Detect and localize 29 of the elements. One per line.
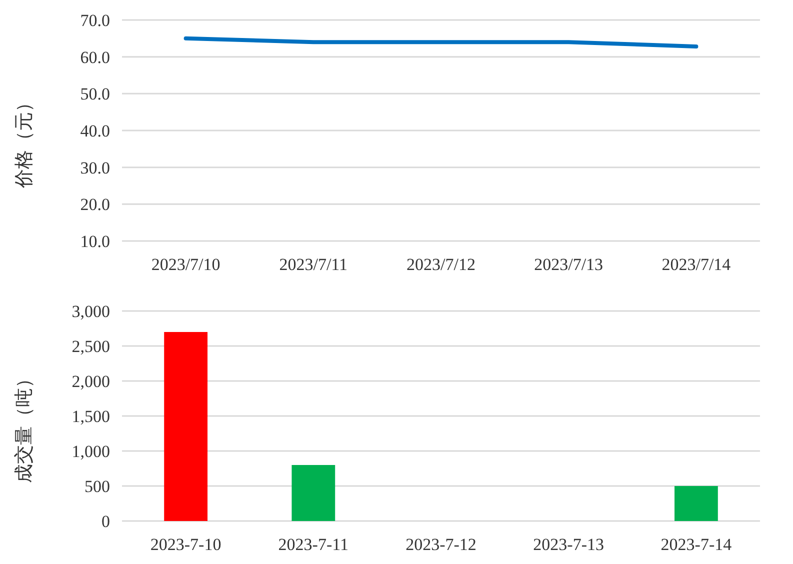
x-tick-label: 2023-7-11 (278, 535, 348, 554)
y-axis-title: 价格（元） (13, 93, 35, 189)
bar (164, 332, 208, 521)
x-tick-label: 2023-7-13 (533, 535, 604, 554)
y-tick-label: 3,000 (72, 302, 110, 321)
y-tick-label: 1,500 (72, 407, 110, 426)
y-tick-label: 60.0 (80, 48, 110, 67)
x-tick-label: 2023/7/14 (662, 255, 732, 274)
bar (674, 486, 718, 521)
y-tick-label: 2,000 (72, 372, 110, 391)
y-tick-label: 70.0 (80, 11, 110, 30)
x-tick-label: 2023/7/13 (534, 255, 604, 274)
y-tick-label: 2,500 (72, 337, 110, 356)
y-tick-label: 20.0 (80, 195, 110, 214)
y-tick-label: 50.0 (80, 84, 110, 104)
x-tick-label: 2023/7/12 (406, 255, 476, 274)
y-tick-label: 30.0 (80, 158, 110, 178)
x-tick-label: 2023/7/11 (279, 255, 348, 274)
x-tick-label: 2023-7-14 (660, 535, 732, 554)
y-tick-label: 40.0 (80, 122, 110, 140)
x-tick-label: 2023/7/10 (151, 255, 220, 274)
x-tick-label: 2023-7-12 (406, 535, 476, 554)
y-tick-label: 0 (102, 512, 110, 531)
x-tick-label: 2023-7-10 (150, 535, 222, 554)
y-tick-label: 1,000 (72, 442, 110, 461)
y-tick-label: 10.0 (80, 232, 110, 251)
bar (292, 465, 336, 521)
y-tick-label: 500 (84, 477, 110, 496)
y-axis-title: 成交量（吨） (13, 369, 35, 483)
